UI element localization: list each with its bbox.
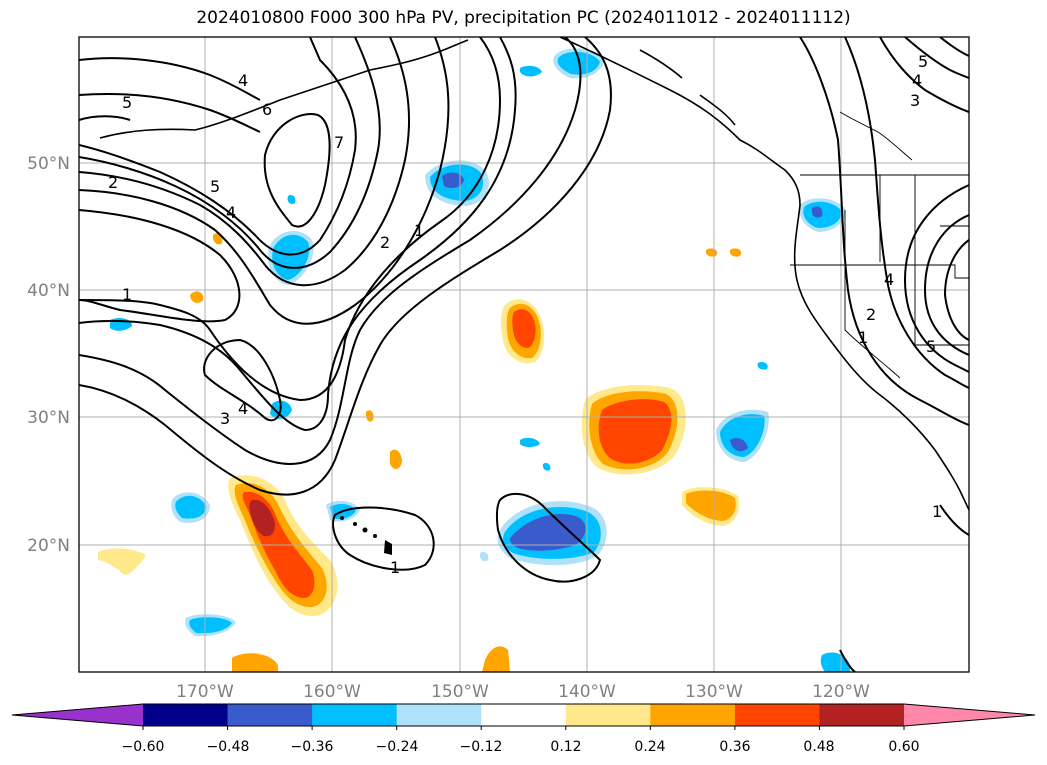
- precip-negative-blob: [730, 438, 748, 452]
- colorbar-segment: [396, 704, 482, 726]
- colorbar-tick-label: 0.12: [550, 739, 581, 755]
- precip-negative-blob: [542, 462, 551, 471]
- latitude-labels: 50°N 40°N 30°N 20°N: [27, 154, 70, 556]
- precip-positive-blob: [598, 399, 672, 464]
- precip-negative-blob: [442, 172, 464, 188]
- colorbar-segment: [227, 704, 313, 726]
- precip-negative-blob: [520, 65, 542, 77]
- precip-negative-blob: [272, 234, 310, 280]
- colorbar: [11, 703, 1036, 730]
- precip-positive-blob: [512, 309, 536, 348]
- colorbar-tick-label: 0.48: [803, 739, 834, 755]
- colorbar-tick-label: −0.24: [376, 739, 419, 755]
- lat-label: 50°N: [27, 154, 70, 174]
- longitude-labels: 170°W 160°W 150°W 140°W 130°W 120°W: [176, 682, 870, 702]
- colorbar-tick-label: 0.24: [634, 739, 665, 755]
- precip-positive-blob: [390, 449, 402, 470]
- hawaii-islands: [340, 516, 392, 555]
- contour-label: 4: [226, 203, 236, 222]
- lon-label: 150°W: [431, 682, 489, 702]
- contour-label: 2: [866, 305, 876, 324]
- colorbar-extend-min: [12, 704, 143, 726]
- contour-label: 5: [918, 52, 928, 71]
- precip-negative-blob: [757, 361, 768, 370]
- precip-negative-blob: [811, 206, 823, 218]
- colorbar-segment: [312, 704, 398, 726]
- colorbar-tick-label: −0.48: [207, 739, 250, 755]
- chart-title: 2024010800 F000 300 hPa PV, precipitatio…: [196, 8, 851, 28]
- precip-negative-blob: [479, 551, 489, 562]
- lon-label: 120°W: [812, 682, 870, 702]
- contour-label: 1: [390, 558, 400, 577]
- precip-negative-blob: [189, 617, 232, 634]
- colorbar-segment: [481, 704, 567, 726]
- pv-contours: [79, 37, 969, 672]
- contour-label: 2: [380, 233, 390, 252]
- precip-negative-blob: [510, 514, 586, 551]
- contour-label: 1: [414, 221, 424, 240]
- contour-label: 1: [858, 328, 868, 347]
- precip-positive-blob: [98, 548, 146, 575]
- precip-negative-blob: [720, 414, 765, 457]
- precip-positive-blob: [686, 490, 736, 521]
- contour-label: 4: [238, 399, 248, 418]
- colorbar-segment: [819, 704, 905, 726]
- colorbar-tick-label: −0.12: [460, 739, 503, 755]
- contour-labels: 4 5 6 7 5 4 2 1 2 1 4 3 1 5 4 3 4 2 1 5 …: [108, 52, 942, 577]
- contour-label: 7: [334, 133, 344, 152]
- precip-positive-blob: [365, 410, 374, 422]
- colorbar-extend-max: [904, 704, 1035, 726]
- colorbar-tick-labels: −0.60 −0.48 −0.36 −0.24 −0.12 0.12 0.24 …: [122, 739, 920, 755]
- precip-positive-blob: [249, 499, 275, 537]
- contour-label: 5: [926, 337, 936, 356]
- precip-positive-blob: [482, 646, 510, 672]
- lat-label: 30°N: [27, 408, 70, 428]
- contour-label: 5: [122, 93, 132, 112]
- map-border: [78, 36, 970, 673]
- contour-label: 6: [262, 100, 272, 119]
- gridlines: [79, 37, 969, 672]
- colorbar-tick-label: 0.36: [719, 739, 750, 755]
- colorbar-tick-label: −0.36: [291, 739, 334, 755]
- colorbar-tick-label: −0.60: [122, 739, 165, 755]
- precip-positive-blob: [190, 291, 204, 303]
- contour-label: 3: [220, 409, 230, 428]
- contour-label: 5: [210, 177, 220, 196]
- lat-label: 40°N: [27, 281, 70, 301]
- coastlines: [99, 37, 969, 511]
- lon-label: 140°W: [558, 682, 616, 702]
- lon-label: 130°W: [685, 682, 743, 702]
- lon-label: 170°W: [176, 682, 234, 702]
- precip-positive-blob: [729, 248, 742, 257]
- precip-field: [98, 48, 850, 672]
- contour-label: 3: [910, 91, 920, 110]
- contour-label: 4: [912, 71, 922, 90]
- colorbar-segment: [650, 704, 736, 726]
- precip-negative-blob: [175, 495, 206, 519]
- precip-positive-blob: [232, 653, 278, 672]
- colorbar-segment: [143, 704, 229, 726]
- lon-label: 160°W: [303, 682, 361, 702]
- colorbar-segment: [734, 704, 820, 726]
- colorbar-tick-label: 0.60: [888, 739, 919, 755]
- contour-label: 2: [108, 173, 118, 192]
- precip-negative-blob: [820, 652, 850, 672]
- contour-label: 1: [932, 502, 942, 521]
- colorbar-segment: [565, 704, 651, 726]
- contour-label: 4: [238, 71, 248, 90]
- precip-negative-blob: [520, 437, 540, 447]
- precip-negative-blob: [287, 194, 296, 205]
- lat-label: 20°N: [27, 536, 70, 556]
- contour-label: 1: [122, 285, 132, 304]
- contour-label: 4: [884, 270, 894, 289]
